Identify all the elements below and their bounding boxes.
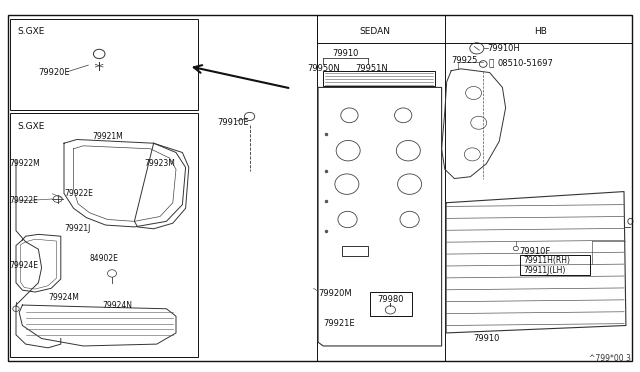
Text: SEDAN: SEDAN [359, 27, 390, 36]
Text: 79922M: 79922M [10, 159, 40, 168]
Text: 79924E: 79924E [10, 262, 38, 270]
Text: 79921J: 79921J [64, 224, 90, 233]
Text: Ⓢ: Ⓢ [488, 60, 493, 68]
Text: 79920M: 79920M [319, 289, 353, 298]
Text: 79910: 79910 [332, 49, 359, 58]
Bar [370, 292, 412, 316]
Text: 79910: 79910 [474, 334, 500, 343]
Text: 79924M: 79924M [48, 293, 79, 302]
Text: 79920E: 79920E [38, 68, 70, 77]
Text: 79980: 79980 [377, 295, 404, 304]
Bar [10, 113, 198, 357]
Text: 79951N: 79951N [355, 64, 388, 73]
Text: 79950N: 79950N [307, 64, 340, 73]
Text: 08510-51697: 08510-51697 [497, 60, 553, 68]
Text: 79911J(LH): 79911J(LH) [524, 266, 566, 275]
Text: 79921E: 79921E [323, 319, 355, 328]
Text: ^799*00 3: ^799*00 3 [589, 355, 630, 363]
Bar [520, 255, 590, 275]
Text: S.GXE: S.GXE [17, 27, 45, 36]
Text: 79923M: 79923M [144, 159, 175, 168]
Text: HB: HB [534, 27, 547, 36]
Bar [323, 71, 435, 86]
Text: 79925: 79925 [451, 56, 477, 65]
Text: S.GXE: S.GXE [17, 122, 45, 131]
Text: 79910H: 79910H [488, 44, 520, 53]
Text: 79922E: 79922E [10, 196, 38, 205]
Text: 79910F: 79910F [520, 247, 551, 256]
Text: 79910E: 79910E [218, 118, 249, 127]
Bar [10, 19, 198, 110]
Text: 84902E: 84902E [90, 254, 118, 263]
Bar [342, 246, 368, 256]
Text: 79921M: 79921M [93, 132, 124, 141]
Text: 79911H(RH): 79911H(RH) [524, 256, 570, 265]
Text: 79922E: 79922E [64, 189, 93, 198]
Text: 79924N: 79924N [102, 301, 132, 310]
